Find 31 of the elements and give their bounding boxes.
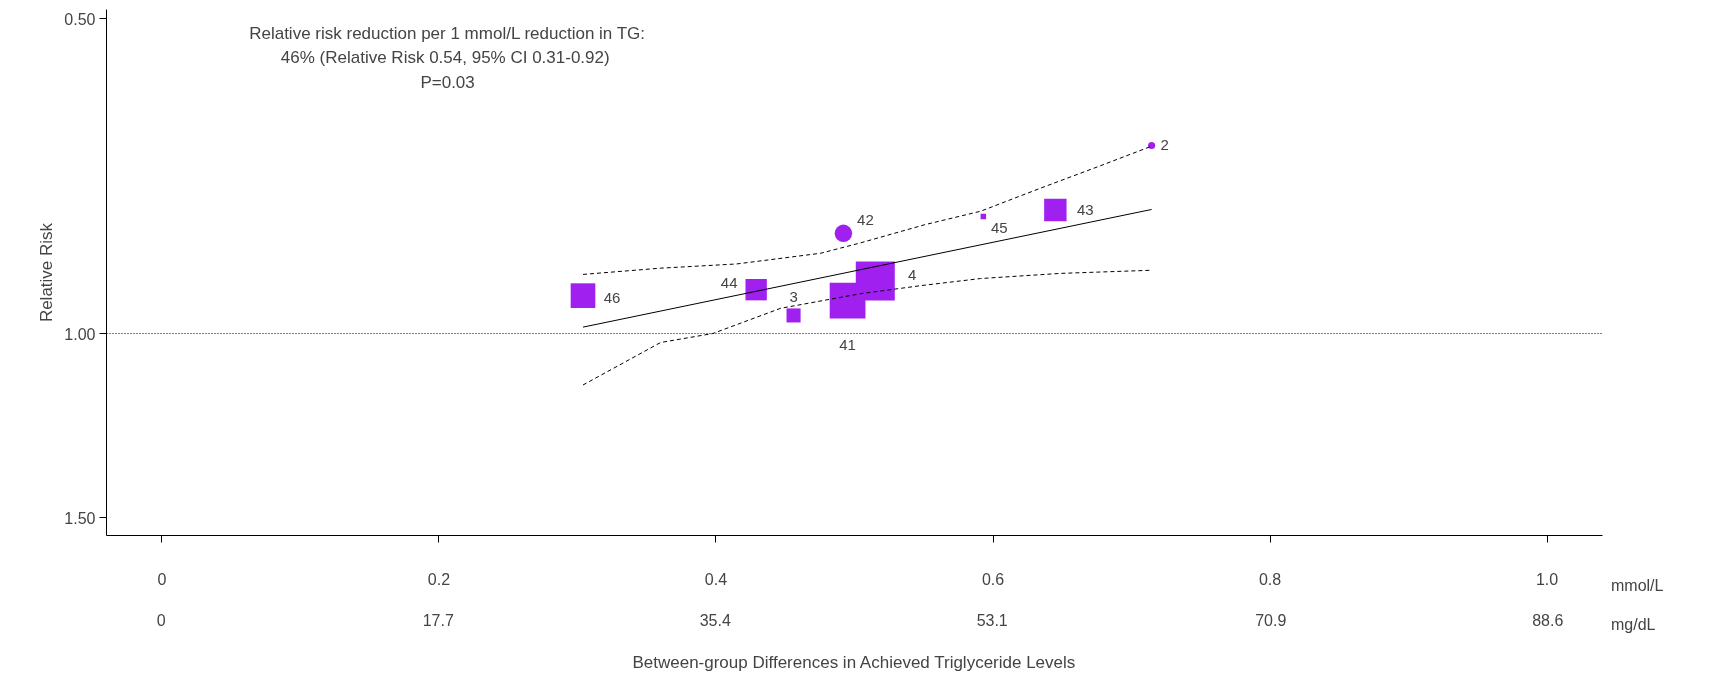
y-tick-label: 1.50 [64, 509, 96, 527]
x2-tick-label: 0 [156, 611, 166, 629]
x2-tick-label: 35.4 [699, 611, 731, 629]
x2-tick-label: 88.6 [1532, 611, 1564, 629]
x2-tick-label: 70.9 [1255, 611, 1287, 629]
x-axis-title: Between-group Differences in Achieved Triglyceride Levels [632, 652, 1076, 672]
x2-tick-label: 53.1 [976, 611, 1008, 629]
x-tick-label: 0.4 [704, 570, 728, 588]
annotation: 45 [990, 218, 1008, 236]
y-axis-title: Relative Risk [37, 222, 57, 323]
x-tick-label: 0 [157, 570, 167, 588]
annotation: 3 [789, 288, 798, 306]
annotation: 44 [720, 273, 738, 291]
x-tick-label: 0.8 [1258, 570, 1282, 588]
annotation: 2 [1160, 136, 1169, 154]
x-tick-label: 0.2 [427, 570, 451, 588]
y-tick-label: 1.00 [64, 325, 96, 343]
annotation: 46 [603, 288, 621, 306]
annotation: 4 [908, 266, 917, 284]
annotation: 43 [1077, 201, 1094, 219]
text: mmol/L [1611, 576, 1664, 596]
annotation: Relative risk reduction per 1 mmol/L reduction in TG: [249, 23, 646, 43]
x-tick-label: 1.0 [1535, 570, 1559, 588]
text: mg/dL [1611, 615, 1656, 635]
y-tick-label: 0.50 [64, 10, 96, 28]
x2-tick-label: 17.7 [422, 611, 454, 629]
annotation: P=0.03 [420, 73, 475, 93]
x-tick-label: 0.6 [981, 570, 1005, 588]
annotation: 41 [839, 335, 856, 353]
annotation: 46% (Relative Risk 0.54, 95% CI 0.31-0.92) [280, 48, 610, 68]
annotation: 42 [857, 211, 874, 229]
